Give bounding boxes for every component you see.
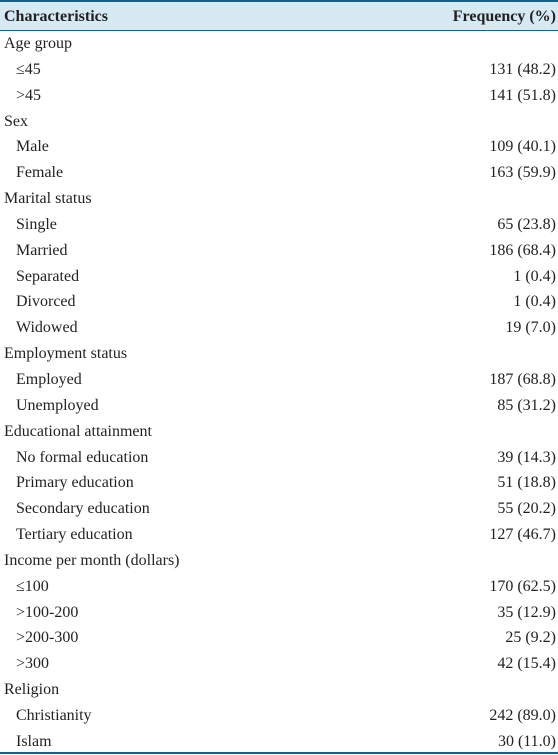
table-row: Married 186 (68.4) — [0, 238, 558, 264]
row-label: ≤45 — [16, 60, 41, 78]
table-group-row: Sex — [0, 109, 558, 135]
row-frequency: 1 (0.4) — [513, 293, 556, 311]
table-row: ≤100 170 (62.5) — [0, 574, 558, 600]
row-label: Single — [16, 215, 57, 233]
row-frequency: 51 (18.8) — [497, 474, 556, 492]
row-label: Widowed — [16, 319, 78, 337]
row-frequency: 242 (89.0) — [489, 706, 556, 724]
row-label: Employed — [16, 370, 82, 388]
table-row: Single 65 (23.8) — [0, 212, 558, 238]
table-row: Widowed 19 (7.0) — [0, 315, 558, 341]
table-group-row: Employment status — [0, 341, 558, 367]
table-row: >200-300 25 (9.2) — [0, 625, 558, 651]
row-frequency: 141 (51.8) — [489, 86, 556, 104]
table-row: Divorced 1 (0.4) — [0, 289, 558, 315]
group-label: Employment status — [4, 345, 128, 363]
row-label: Primary education — [16, 474, 134, 492]
table-group-row: Religion — [0, 677, 558, 703]
group-label: Sex — [4, 112, 28, 130]
row-label: Divorced — [16, 293, 76, 311]
table-row: Female 163 (59.9) — [0, 160, 558, 186]
row-frequency: 39 (14.3) — [497, 448, 556, 466]
table-body: Age group ≤45 131 (48.2) >45 141 (51.8) Sex Ma… — [0, 31, 558, 755]
row-frequency: 127 (46.7) — [489, 526, 556, 544]
row-label: No formal education — [16, 448, 149, 466]
table-row: Primary education 51 (18.8) — [0, 470, 558, 496]
group-label: Educational attainment — [4, 422, 152, 440]
table-row: Male 109 (40.1) — [0, 134, 558, 160]
table-row: Unemployed 85 (31.2) — [0, 393, 558, 419]
row-label: Separated — [16, 267, 80, 285]
row-frequency: 65 (23.8) — [497, 215, 556, 233]
table-row: Separated 1 (0.4) — [0, 264, 558, 290]
table-bottom-rule — [0, 752, 558, 754]
group-label: Age group — [4, 35, 72, 52]
table-row: >45 141 (51.8) — [0, 83, 558, 109]
row-label: Male — [16, 138, 49, 156]
group-label: Income per month (dollars) — [4, 551, 180, 569]
row-label: Secondary education — [16, 500, 150, 518]
row-frequency: 55 (20.2) — [497, 500, 556, 518]
row-frequency: 19 (7.0) — [505, 319, 556, 337]
row-label: >300 — [16, 655, 50, 673]
row-frequency: 163 (59.9) — [489, 164, 556, 182]
row-label: >45 — [16, 86, 42, 104]
table-row: ≤45 131 (48.2) — [0, 57, 558, 83]
row-frequency: 42 (15.4) — [497, 655, 556, 673]
table-row: No formal education 39 (14.3) — [0, 445, 558, 471]
table-group-row: Marital status — [0, 186, 558, 212]
table-row: >100-200 35 (12.9) — [0, 600, 558, 626]
table-row: Tertiary education 127 (46.7) — [0, 522, 558, 548]
table-group-row: Income per month (dollars) — [0, 548, 558, 574]
table-row: Secondary education 55 (20.2) — [0, 496, 558, 522]
table-row: Islam 30 (11.0) — [0, 729, 558, 755]
row-label: >100-200 — [16, 603, 79, 621]
row-frequency: 187 (68.8) — [489, 370, 556, 388]
header-frequency: Frequency (%) — [452, 8, 556, 25]
row-frequency: 85 (31.2) — [497, 396, 556, 414]
row-label: ≤100 — [16, 577, 49, 595]
table-header: Characteristics Frequency (%) — [0, 0, 558, 31]
row-label: Unemployed — [16, 396, 99, 414]
row-label: Female — [16, 164, 64, 182]
row-label: Christianity — [16, 706, 92, 724]
row-frequency: 131 (48.2) — [489, 60, 556, 78]
table-group-row: Age group — [0, 31, 558, 57]
row-frequency: 109 (40.1) — [489, 138, 556, 156]
row-label: Islam — [16, 732, 52, 750]
table-row: Employed 187 (68.8) — [0, 367, 558, 393]
group-label: Marital status — [4, 190, 92, 208]
row-frequency: 186 (68.4) — [489, 241, 556, 259]
table-row: >300 42 (15.4) — [0, 651, 558, 677]
row-frequency: 30 (11.0) — [497, 732, 556, 750]
row-frequency: 35 (12.9) — [497, 603, 556, 621]
row-label: Tertiary education — [16, 526, 133, 544]
group-label: Religion — [4, 681, 60, 699]
row-frequency: 1 (0.4) — [513, 267, 556, 285]
row-label: >200-300 — [16, 629, 79, 647]
header-characteristics: Characteristics — [4, 8, 108, 25]
table-group-row: Educational attainment — [0, 419, 558, 445]
row-label: Married — [16, 241, 68, 259]
table-row: Christianity 242 (89.0) — [0, 703, 558, 729]
row-frequency: 25 (9.2) — [505, 629, 556, 647]
row-frequency: 170 (62.5) — [489, 577, 556, 595]
